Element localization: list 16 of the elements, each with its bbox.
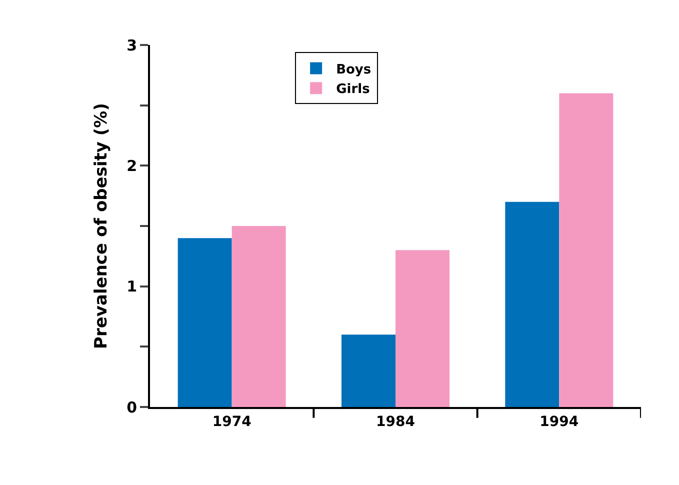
bar xyxy=(559,93,614,407)
y-axis-title: Prevalence of obesity (%) xyxy=(92,103,112,349)
x-tick-label: 1974 xyxy=(212,414,252,430)
legend-label: Girls xyxy=(336,82,370,98)
bar xyxy=(505,202,560,407)
bar xyxy=(341,334,396,407)
bar xyxy=(232,226,286,407)
bar xyxy=(396,250,450,407)
y-tick-label: 3 xyxy=(126,36,137,54)
x-tick-label: 1994 xyxy=(540,414,579,430)
y-tick-label: 2 xyxy=(126,156,137,175)
bar xyxy=(178,238,232,407)
y-tick-label: 0 xyxy=(126,398,137,416)
y-tick-label: 1 xyxy=(126,278,137,296)
legend-label: Boys xyxy=(336,62,372,78)
x-tick-label: 1984 xyxy=(376,414,416,430)
